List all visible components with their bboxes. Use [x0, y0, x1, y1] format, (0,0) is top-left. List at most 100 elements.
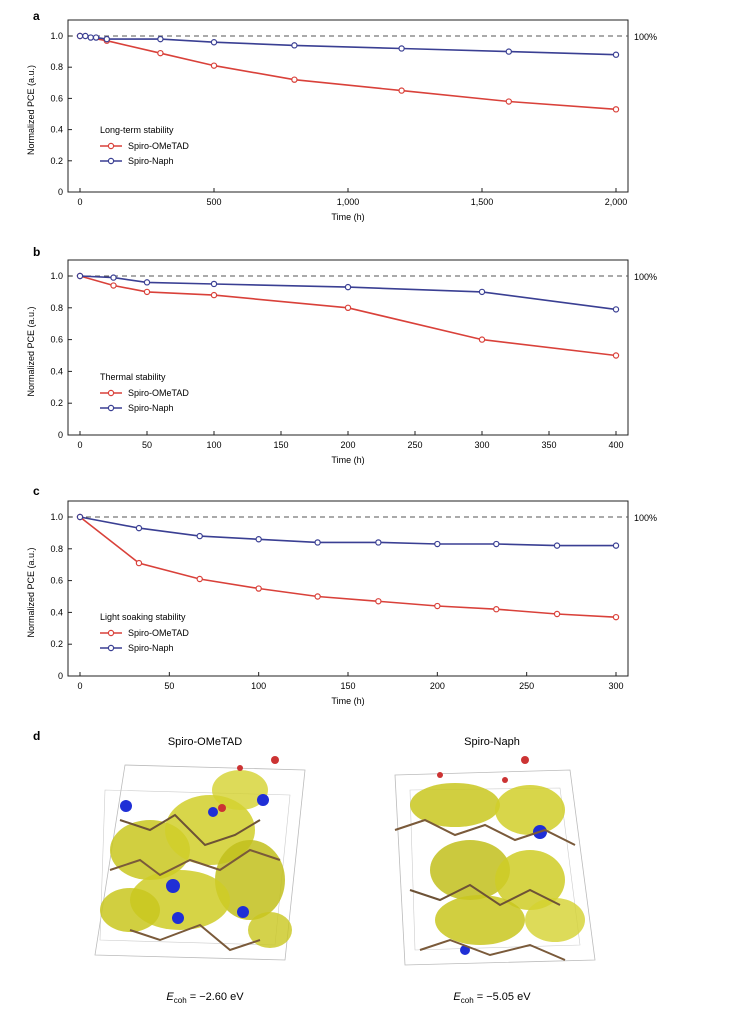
spiro-naph-energy-subscript: coh	[461, 996, 474, 1005]
legend-title: Thermal stability	[100, 372, 166, 382]
data-point-spiro-ometad	[143, 288, 151, 296]
x-tick-label: 300	[474, 440, 489, 450]
data-point-spiro-ometad	[344, 304, 352, 311]
spiro-ometad-energy-value: = −2.60 eV	[187, 991, 245, 1003]
data-point-spiro-naph	[434, 540, 441, 548]
data-point-spiro-ometad	[210, 62, 218, 69]
y-tick-label: 0	[58, 671, 63, 681]
x-tick-label: 2,000	[605, 197, 628, 207]
reference-label: 100%	[634, 272, 657, 282]
data-point-spiro-naph	[76, 32, 84, 40]
x-axis-label: Time (h)	[331, 696, 364, 706]
series-line-spiro-naph	[79, 516, 616, 547]
y-axis-label: Normalized PCE (a.u.)	[26, 65, 36, 155]
reference-label: 100%	[634, 32, 657, 42]
y-tick-label: 0	[58, 430, 63, 440]
data-point-spiro-ometad	[135, 559, 143, 567]
x-tick-label: 500	[206, 197, 221, 207]
x-tick-label: 50	[164, 681, 174, 691]
legend-entry: Spiro-Naph	[128, 403, 174, 413]
legend-marker	[107, 644, 115, 652]
y-tick-label: 0	[58, 187, 63, 197]
x-tick-label: 1,000	[337, 197, 360, 207]
data-point-spiro-ometad	[434, 602, 441, 610]
data-point-spiro-ometad	[196, 575, 203, 583]
chart-thermal-stability: 100% 0 0.2 0.4 0.6 0.8 1.0 0 50 100 150 200 250 300 35…	[26, 259, 657, 465]
x-tick-label: 0	[77, 440, 82, 450]
data-point-spiro-ometad	[505, 98, 512, 105]
data-point-spiro-naph	[612, 542, 620, 549]
data-point-spiro-naph	[478, 288, 486, 296]
data-point-spiro-ometad	[612, 613, 620, 621]
data-point-spiro-naph	[553, 542, 561, 549]
legend-marker	[107, 157, 115, 165]
data-point-spiro-naph	[76, 272, 84, 280]
data-point-spiro-naph	[157, 35, 164, 43]
spiro-naph-energy-value: = −5.05 eV	[474, 991, 532, 1003]
x-tick-label: 400	[608, 440, 623, 450]
x-tick-label: 0	[77, 197, 82, 207]
y-tick-label: 0.6	[50, 335, 63, 345]
data-point-spiro-ometad	[110, 282, 117, 289]
y-tick-label: 0.2	[50, 639, 63, 649]
legend-title: Light soaking stability	[100, 612, 186, 622]
y-tick-label: 0.8	[50, 544, 63, 554]
y-tick-label: 0.8	[50, 62, 63, 72]
legend-title: Long-term stability	[100, 125, 174, 135]
data-point-spiro-naph	[255, 536, 262, 543]
legend-entry: Spiro-OMeTAD	[128, 388, 189, 398]
data-point-spiro-naph	[493, 540, 500, 548]
spiro-naph-energy-symbol: E	[453, 991, 461, 1003]
spiro-ometad-energy-subscript: coh	[174, 996, 187, 1005]
x-tick-label: 0	[77, 681, 82, 691]
chart-long-term-stability: 100% 0 0.2 0.4 0.6 0.8 1.0 0 500 1,000 1,500 2,000 T…	[26, 19, 657, 222]
data-point-spiro-ometad	[478, 336, 486, 343]
data-point-spiro-naph	[398, 45, 405, 52]
data-point-spiro-naph	[87, 34, 94, 41]
y-tick-label: 0.6	[50, 93, 63, 103]
legend-marker	[107, 404, 115, 412]
data-point-spiro-naph	[135, 524, 143, 532]
y-tick-label: 0.2	[50, 398, 63, 408]
legend-marker	[107, 629, 115, 637]
x-tick-label: 200	[340, 440, 355, 450]
data-point-spiro-naph	[76, 513, 84, 521]
x-tick-label: 300	[608, 681, 623, 691]
legend-marker	[107, 142, 115, 150]
x-axis-label: Time (h)	[331, 212, 364, 222]
spiro-naph-charge-density-illustration	[394, 756, 596, 966]
legend-entry: Spiro-Naph	[128, 156, 174, 166]
data-point-spiro-ometad	[553, 610, 561, 618]
y-tick-label: 0.2	[50, 156, 63, 166]
x-tick-label: 250	[519, 681, 534, 691]
spiro-ometad-energy-symbol: E	[166, 991, 174, 1003]
panel-label-b: b	[33, 245, 40, 259]
spiro-ometad-charge-density-illustration	[94, 756, 306, 961]
data-point-spiro-ometad	[375, 598, 382, 605]
y-tick-label: 0.8	[50, 303, 63, 313]
data-point-spiro-naph	[612, 306, 620, 313]
series-line-spiro-ometad	[79, 516, 617, 618]
data-point-spiro-naph	[612, 51, 620, 58]
y-tick-label: 1.0	[50, 271, 63, 281]
data-point-spiro-naph	[82, 32, 89, 40]
x-tick-label: 100	[206, 440, 221, 450]
x-tick-label: 50	[142, 440, 152, 450]
panel-label-a: a	[33, 9, 40, 23]
x-tick-label: 250	[407, 440, 422, 450]
data-point-spiro-ometad	[291, 76, 298, 83]
panel-d: Spiro-OMeTAD Spiro-Naph	[94, 736, 596, 1005]
plot-frame	[67, 19, 629, 193]
x-axis-label: Time (h)	[331, 455, 364, 465]
legend-entry: Spiro-Naph	[128, 643, 174, 653]
y-tick-label: 0.4	[50, 366, 63, 376]
spiro-ometad-cohesive-energy: Ecoh = −2.60 eV	[166, 991, 244, 1005]
x-tick-label: 200	[430, 681, 445, 691]
panel-label-d: d	[33, 729, 40, 743]
data-point-spiro-naph	[210, 39, 218, 46]
data-point-spiro-naph	[344, 283, 352, 291]
data-point-spiro-naph	[375, 539, 382, 546]
x-tick-label: 350	[541, 440, 556, 450]
legend-entry: Spiro-OMeTAD	[128, 141, 189, 151]
